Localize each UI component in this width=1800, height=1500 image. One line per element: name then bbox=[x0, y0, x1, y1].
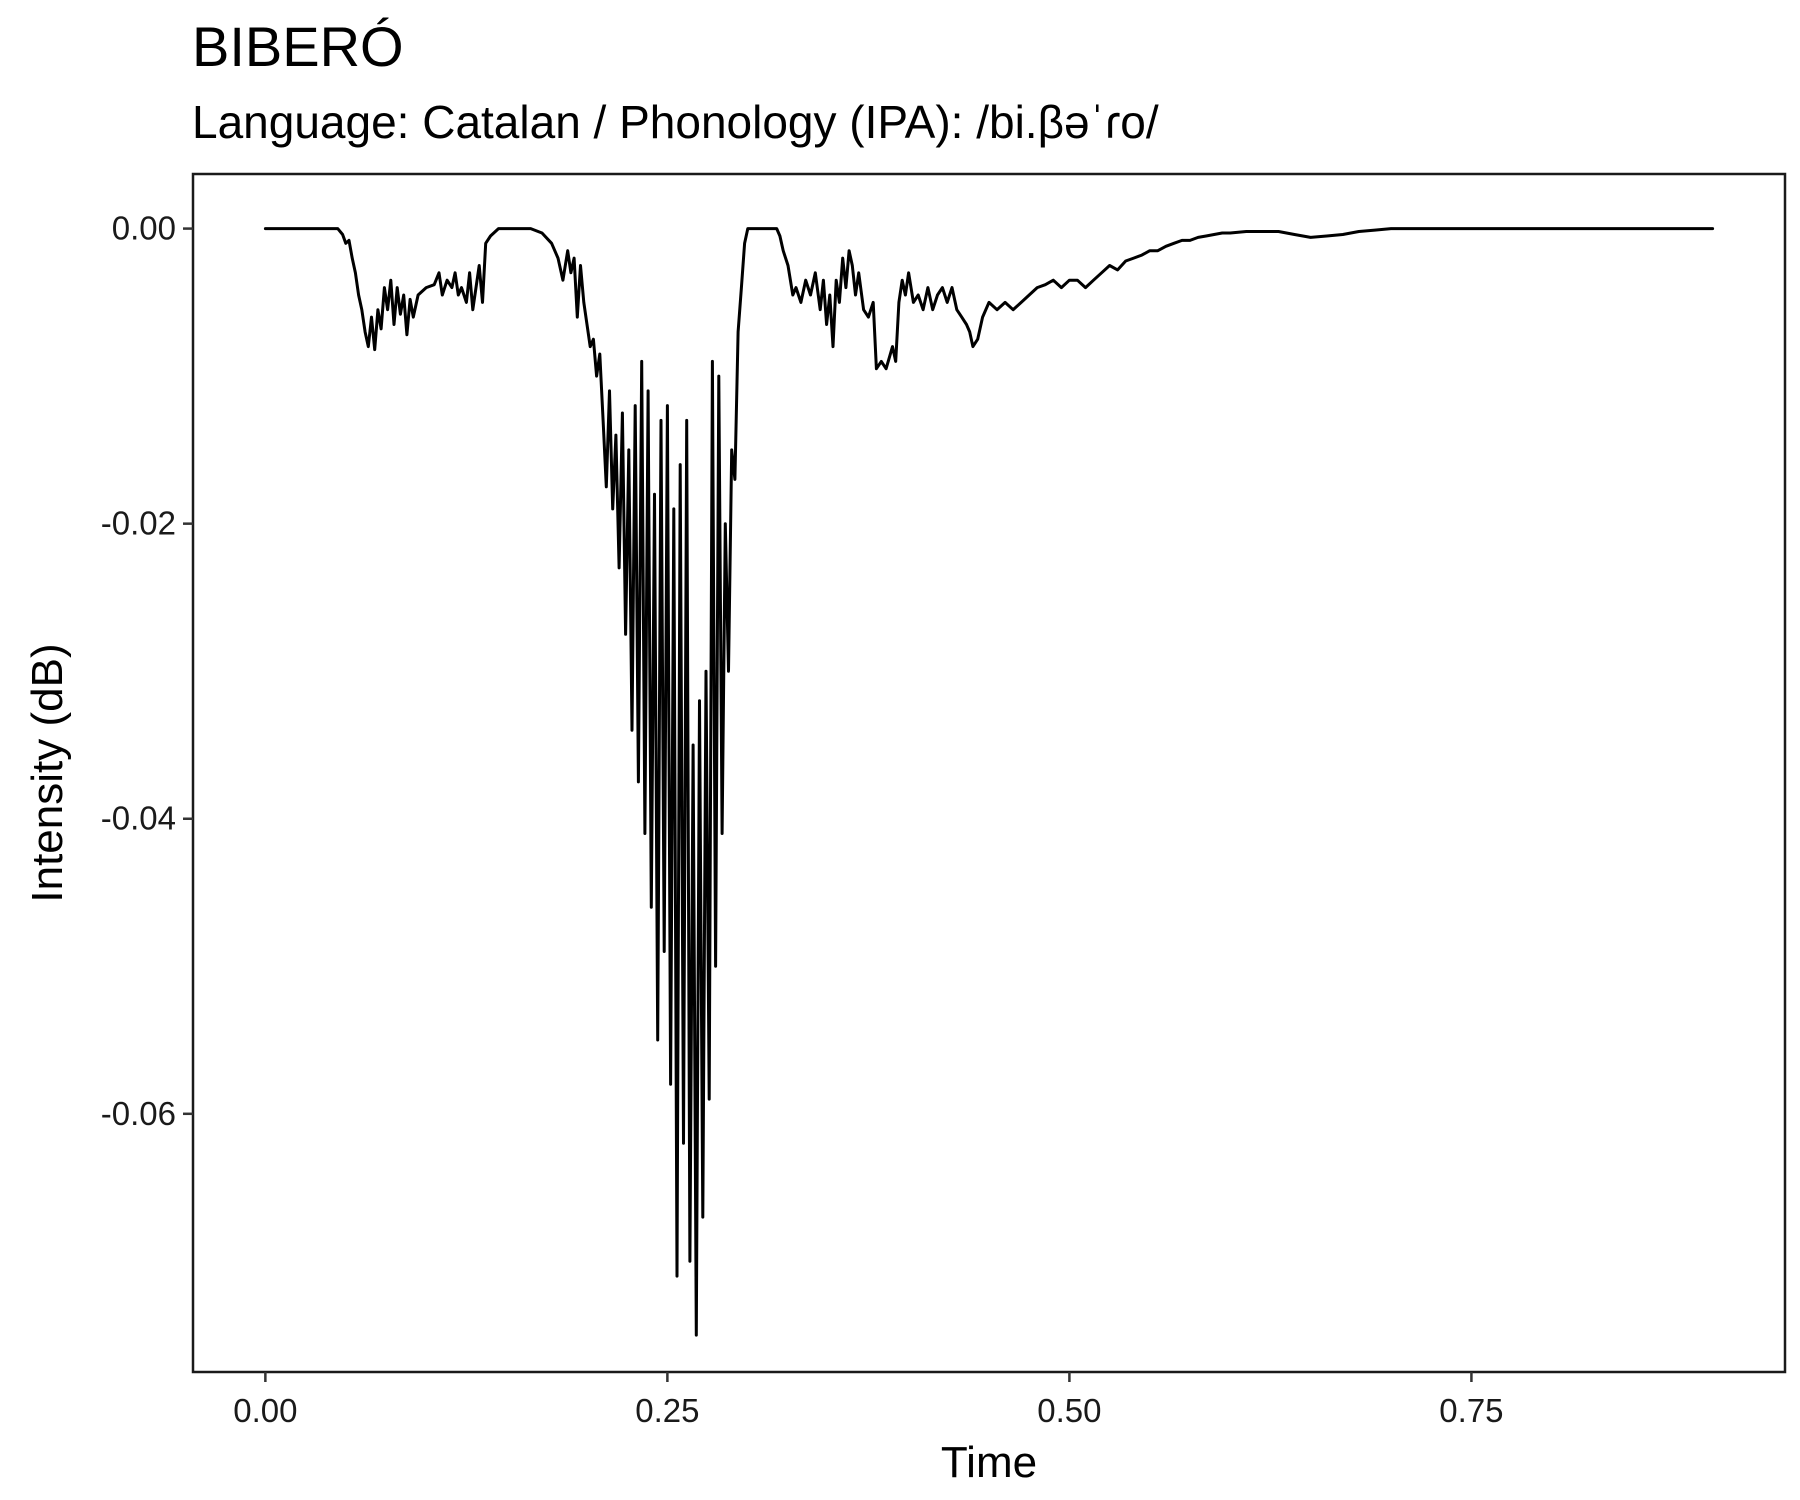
plot-panel bbox=[191, 172, 1787, 1374]
intensity-series-line bbox=[263, 227, 1715, 1337]
y-axis-title: Intensity (dB) bbox=[23, 643, 72, 902]
x-tick-label: 0.00 bbox=[233, 1392, 297, 1429]
y-tick-label: -0.02 bbox=[101, 505, 176, 542]
x-tick-label: 0.50 bbox=[1037, 1392, 1101, 1429]
x-tick-label: 0.25 bbox=[635, 1392, 699, 1429]
y-tick-label: -0.06 bbox=[101, 1095, 176, 1132]
y-axis: 0.00 -0.02 -0.04 -0.06 bbox=[101, 210, 193, 1132]
y-tick-label: 0.00 bbox=[112, 210, 176, 247]
x-axis-title: Time bbox=[941, 1438, 1037, 1487]
chart-title: BIBERÓ bbox=[192, 15, 404, 78]
chart-subtitle: Language: Catalan / Phonology (IPA): /bi… bbox=[192, 96, 1159, 148]
x-axis: 0.00 0.25 0.50 0.75 bbox=[233, 1372, 1504, 1429]
series-layer bbox=[263, 227, 1715, 1337]
y-tick-label: -0.04 bbox=[101, 800, 176, 837]
x-tick-label: 0.75 bbox=[1439, 1392, 1503, 1429]
